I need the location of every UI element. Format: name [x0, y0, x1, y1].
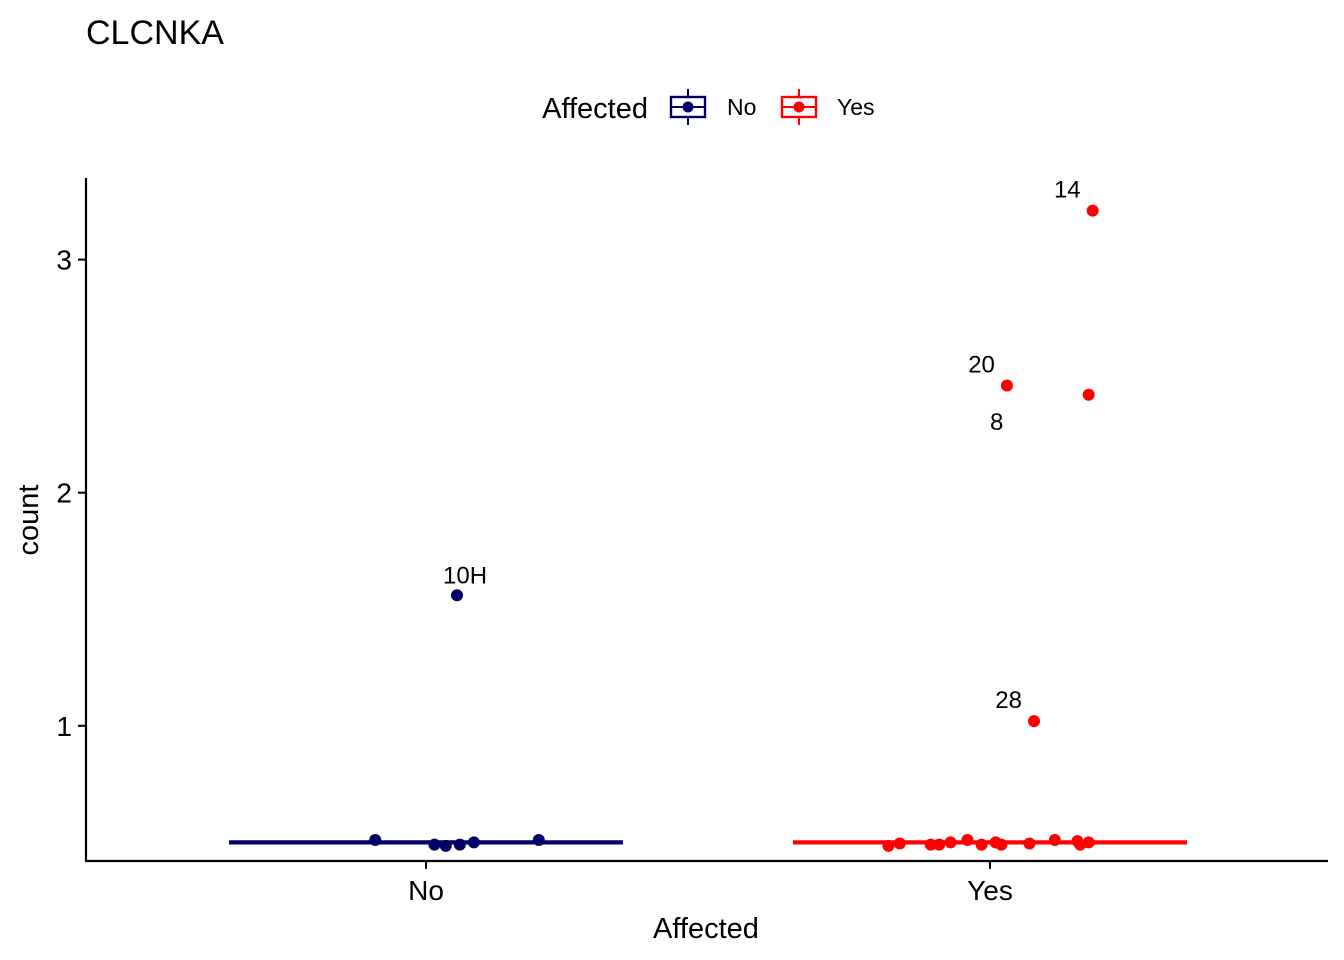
- data-point: [893, 837, 906, 850]
- legend-label: No: [727, 94, 756, 120]
- y-tick-label: 3: [56, 245, 72, 276]
- plot-area: 1 2 3 No Yes 10H 14 20 8 28: [56, 177, 1328, 906]
- data-point: [933, 838, 946, 851]
- data-point: [1086, 204, 1099, 217]
- data-point: [428, 838, 441, 851]
- data-point: [1023, 837, 1036, 850]
- legend-point: [793, 101, 805, 113]
- data-point: [1082, 836, 1095, 849]
- x-tick-label: No: [408, 875, 444, 906]
- data-point: [944, 836, 957, 849]
- y-tick-label: 2: [56, 478, 72, 509]
- data-point: [882, 839, 895, 852]
- x-tick-label: Yes: [967, 875, 1013, 906]
- data-point: [924, 838, 937, 851]
- x-axis-title: Affected: [653, 913, 759, 945]
- series-yes: 14 20 8 28: [793, 177, 1187, 852]
- point-label: 8: [990, 409, 1003, 436]
- legend-title: Affected: [542, 93, 648, 125]
- legend-key-no: No: [669, 89, 756, 125]
- data-point: [1000, 379, 1013, 392]
- data-point: [975, 838, 988, 851]
- legend: Affected No Yes: [542, 89, 875, 125]
- data-point: [369, 834, 382, 847]
- data-point: [961, 834, 974, 847]
- data-point: [467, 836, 480, 849]
- data-point: [453, 838, 466, 851]
- data-point: [995, 838, 1008, 851]
- y-axis-title: count: [13, 485, 45, 556]
- legend-label: Yes: [837, 94, 875, 120]
- point-label: 28: [995, 687, 1022, 714]
- data-point: [532, 834, 545, 847]
- point-label: 20: [968, 351, 995, 378]
- legend-point: [682, 101, 694, 113]
- data-point: [1048, 834, 1061, 847]
- data-point: [439, 839, 452, 852]
- y-tick-label: 1: [56, 711, 72, 742]
- data-point: [451, 589, 464, 602]
- chart-title: CLCNKA: [86, 14, 224, 52]
- data-point: [1027, 715, 1040, 728]
- data-point: [1082, 388, 1095, 401]
- legend-key-yes: Yes: [780, 89, 875, 125]
- point-label: 10H: [443, 562, 487, 589]
- series-no: 10H: [229, 562, 623, 852]
- point-label: 14: [1054, 177, 1081, 204]
